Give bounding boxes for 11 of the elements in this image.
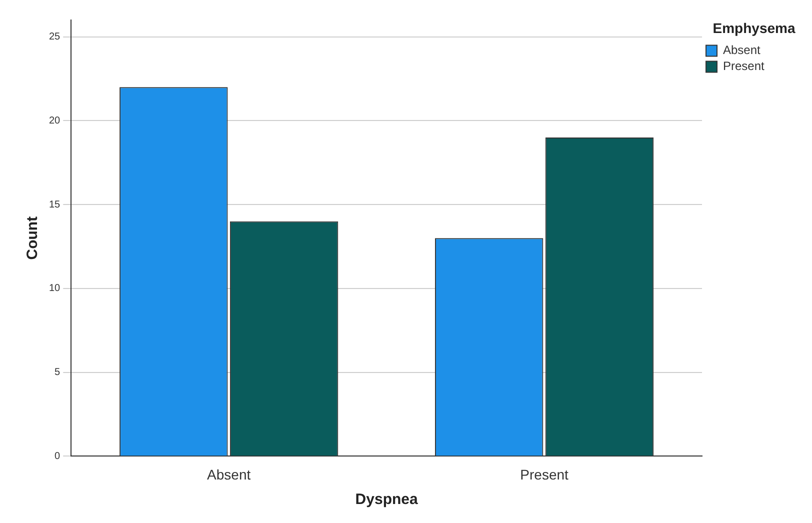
y-tick-label: 25 — [49, 32, 61, 43]
y-tick-label: 10 — [49, 283, 61, 294]
x-axis-title: Dyspnea — [355, 491, 418, 508]
y-axis-title: Count — [24, 216, 42, 260]
legend-label: Present — [723, 59, 766, 74]
y-tick-label: 20 — [49, 115, 61, 126]
legend-label: Absent — [723, 43, 762, 58]
legend-title: Emphysema — [712, 20, 796, 36]
y-tick-label: 0 — [54, 450, 61, 462]
y-tick-label: 5 — [54, 367, 61, 378]
y-tick-label: 15 — [49, 199, 61, 210]
